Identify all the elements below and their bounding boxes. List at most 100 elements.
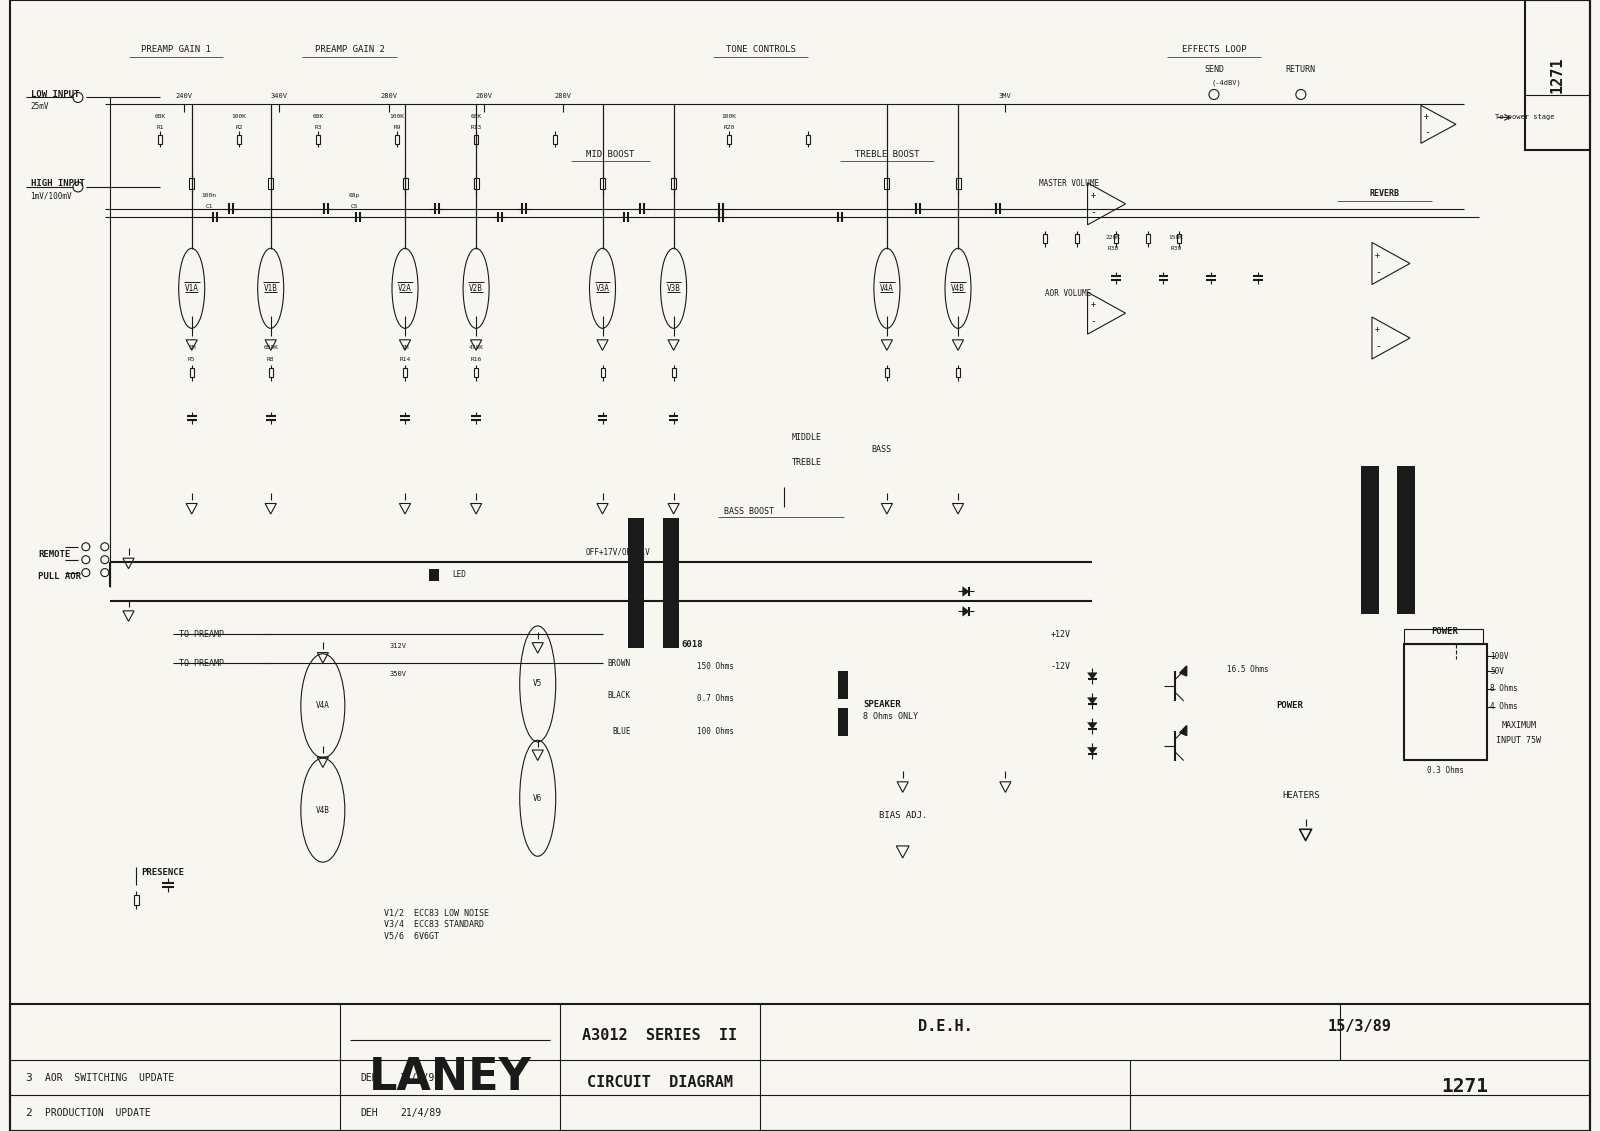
Text: V1/2  ECC83 LOW NOISE: V1/2 ECC83 LOW NOISE [384, 908, 490, 917]
Bar [317, 135, 320, 144]
Text: REVERB: REVERB [1370, 189, 1400, 198]
Bar [806, 135, 810, 144]
Text: DEH: DEH [360, 1108, 378, 1119]
Text: R9: R9 [394, 124, 402, 130]
Text: 3: 3 [26, 1072, 32, 1082]
Text: R20: R20 [723, 124, 734, 130]
Polygon shape [1179, 666, 1187, 676]
Text: LED: LED [453, 570, 466, 579]
Text: 0.3 Ohms: 0.3 Ohms [1427, 766, 1464, 775]
Text: 100n: 100n [202, 193, 216, 198]
Bar [955, 179, 960, 190]
Bar [429, 569, 438, 580]
Text: 280V: 280V [555, 94, 571, 100]
Polygon shape [1088, 292, 1125, 334]
Text: 13/8/90: 13/8/90 [400, 1072, 442, 1082]
Text: R5: R5 [187, 357, 195, 362]
Text: PRESENCE: PRESENCE [141, 869, 184, 878]
Text: POWER: POWER [1277, 701, 1304, 710]
Text: 21/4/89: 21/4/89 [400, 1108, 442, 1119]
Text: 100V: 100V [1491, 651, 1509, 661]
Polygon shape [1088, 183, 1125, 225]
Bar [237, 135, 242, 144]
Text: R8: R8 [267, 357, 275, 362]
Bar [1075, 234, 1078, 243]
Text: 16.5 Ohms: 16.5 Ohms [1227, 665, 1269, 674]
Bar [403, 369, 406, 378]
Bar [1146, 234, 1149, 243]
Text: TONE CONTROLS: TONE CONTROLS [725, 45, 795, 54]
Bar [1362, 466, 1379, 614]
Text: +: + [1374, 251, 1379, 260]
Polygon shape [963, 587, 970, 596]
Bar [190, 369, 194, 378]
Bar [395, 135, 398, 144]
Text: +12V: +12V [1051, 630, 1070, 639]
Bar [474, 179, 478, 190]
Text: 68K: 68K [312, 114, 323, 119]
Bar [474, 135, 478, 144]
Polygon shape [1088, 723, 1098, 728]
Text: C5: C5 [350, 205, 358, 209]
Text: 340V: 340V [270, 94, 286, 100]
Text: BROWN: BROWN [608, 658, 630, 667]
Text: 240V: 240V [176, 94, 192, 100]
Bar [726, 135, 731, 144]
Bar [189, 179, 194, 190]
Text: R38: R38 [1107, 247, 1118, 251]
Text: BASS: BASS [870, 444, 891, 454]
Polygon shape [1088, 698, 1098, 703]
Text: V4A: V4A [315, 701, 330, 710]
Text: 25mV: 25mV [30, 102, 50, 111]
Text: R13: R13 [470, 124, 482, 130]
Bar [672, 369, 675, 378]
Text: 1M: 1M [402, 345, 408, 351]
Text: CIRCUIT  DIAGRAM: CIRCUIT DIAGRAM [587, 1076, 733, 1090]
Text: PREAMP GAIN 2: PREAMP GAIN 2 [315, 45, 384, 54]
Text: 68p: 68p [349, 193, 360, 198]
Text: V3B: V3B [667, 284, 680, 293]
Text: 1271: 1271 [1442, 1077, 1488, 1096]
Bar [670, 179, 677, 190]
Text: -: - [1424, 127, 1430, 137]
Text: MIDDLE: MIDDLE [792, 433, 822, 442]
Bar [1403, 629, 1483, 645]
Text: PULL AOR: PULL AOR [38, 572, 82, 581]
Text: BASS BOOST: BASS BOOST [725, 508, 774, 517]
Text: 8 Ohms: 8 Ohms [1491, 684, 1518, 693]
Polygon shape [1088, 673, 1098, 680]
Text: OFF+17V/ON+11V: OFF+17V/ON+11V [586, 547, 651, 556]
Text: C1: C1 [205, 205, 213, 209]
Text: LANEY: LANEY [368, 1056, 531, 1099]
Text: 100K: 100K [390, 114, 405, 119]
Bar [627, 518, 643, 648]
Text: 68K: 68K [470, 114, 482, 119]
Text: 220K: 220K [1106, 235, 1120, 240]
Text: BLACK: BLACK [608, 691, 630, 700]
Text: 280V: 280V [381, 94, 398, 100]
Text: V2B: V2B [469, 284, 483, 293]
Text: 8 Ohms ONLY: 8 Ohms ONLY [864, 713, 918, 722]
Text: TREBLE: TREBLE [792, 458, 822, 467]
Text: 1mV/100mV: 1mV/100mV [30, 191, 72, 200]
Text: R14: R14 [400, 357, 411, 362]
Bar [10, 1004, 1590, 1131]
Text: 2: 2 [26, 1108, 32, 1119]
Text: 1271: 1271 [1550, 57, 1565, 93]
Text: -: - [1091, 317, 1096, 327]
Polygon shape [1421, 105, 1456, 144]
Text: V4A: V4A [880, 284, 894, 293]
Text: MAXIMUM: MAXIMUM [1501, 722, 1536, 731]
Bar [1397, 466, 1416, 614]
Text: -: - [1091, 207, 1096, 217]
Text: 100 Ohms: 100 Ohms [698, 727, 734, 736]
Bar [1403, 645, 1488, 760]
Text: PREAMP GAIN 1: PREAMP GAIN 1 [141, 45, 211, 54]
Text: V3/4  ECC83 STANDARD: V3/4 ECC83 STANDARD [384, 920, 485, 929]
Text: 680K: 680K [262, 345, 278, 351]
Text: R16: R16 [470, 357, 482, 362]
Text: LOW INPUT: LOW INPUT [30, 90, 78, 100]
Text: V1B: V1B [264, 284, 278, 293]
Bar [474, 369, 478, 378]
Text: 6018: 6018 [682, 640, 704, 649]
